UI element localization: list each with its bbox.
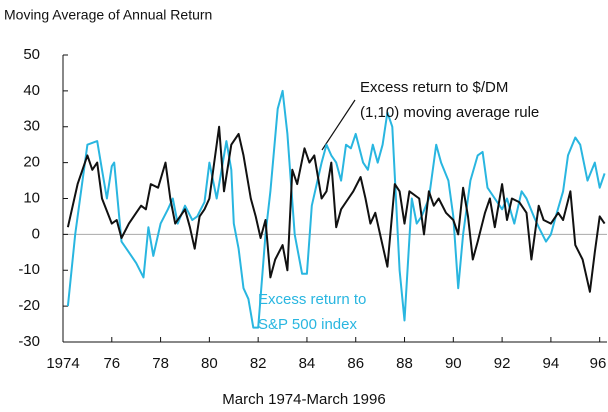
annotation: Excess return to $/DM <box>360 79 508 96</box>
y-tick-label: -30 <box>18 333 40 350</box>
y-tick-label: -20 <box>18 297 40 314</box>
x-tick-label: 1974 <box>46 355 79 372</box>
series-line <box>66 89 606 329</box>
y-tick-label: -10 <box>18 261 40 278</box>
annotation: Excess return to <box>258 291 366 308</box>
annotation: S&P 500 index <box>258 316 357 333</box>
y-tick-label: 10 <box>23 189 40 206</box>
y-tick-label: 30 <box>23 118 40 135</box>
x-tick-label: 78 <box>152 355 169 372</box>
x-axis-label: March 1974-March 1996 <box>222 391 385 408</box>
chart-title: Moving Average of Annual Return <box>4 7 212 23</box>
x-tick-label: 90 <box>445 355 462 372</box>
y-tick-label: 0 <box>32 225 40 242</box>
x-tick-label: 82 <box>250 355 267 372</box>
x-tick-label: 86 <box>347 355 364 372</box>
x-tick-label: 80 <box>201 355 218 372</box>
x-tick-label: 92 <box>494 355 511 372</box>
x-tick-label: 84 <box>299 355 316 372</box>
x-tick-label: 88 <box>396 355 413 372</box>
y-tick-label: 40 <box>23 82 40 99</box>
x-tick-label: 94 <box>543 355 560 372</box>
x-tick-label: 96 <box>590 355 607 372</box>
series-line <box>66 125 606 293</box>
annotation-pointer <box>321 99 356 151</box>
y-tick-label: 50 <box>23 46 40 63</box>
annotation: (1,10) moving average rule <box>360 104 539 121</box>
x-tick-label: 76 <box>103 355 120 372</box>
y-tick-label: 20 <box>23 154 40 171</box>
